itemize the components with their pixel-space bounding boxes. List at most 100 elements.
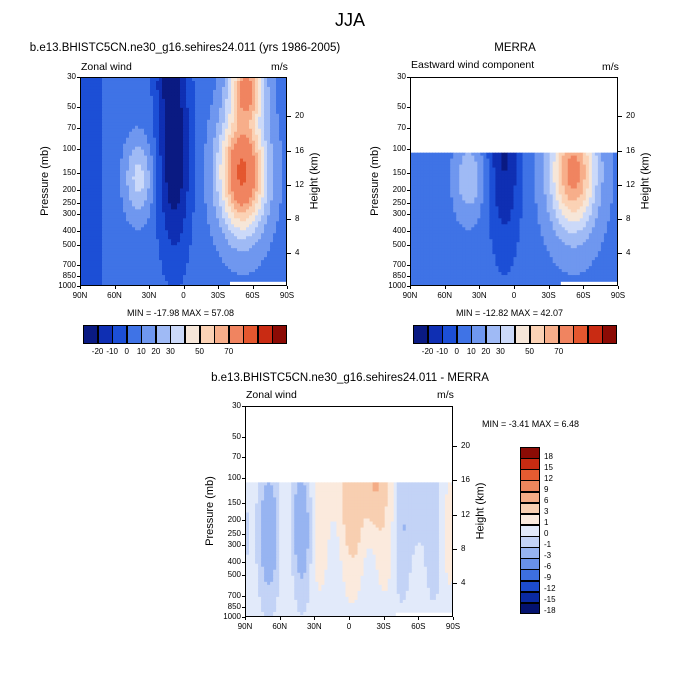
panel1-contour-cell	[129, 179, 133, 184]
panel1-contour-cell	[162, 263, 166, 267]
panel1-contour-cell	[210, 116, 214, 121]
panel1-contour-cell	[108, 137, 112, 142]
panel1-contour-cell	[225, 164, 229, 169]
panel1-contour-cell	[258, 242, 262, 246]
panel1-contour-cell	[117, 251, 121, 255]
panel1-contour-cell	[165, 260, 169, 264]
panel1-contour-cell	[180, 158, 184, 163]
panel1-contour-cell	[204, 215, 208, 219]
panel1-contour-cell	[132, 146, 136, 151]
panel1-contour-cell	[99, 221, 103, 225]
panel1-contour-cell	[207, 227, 211, 231]
panel1-contour-cell	[222, 182, 226, 187]
panel1-pressure-tick-mark	[77, 203, 80, 205]
panel1-contour-cell	[228, 152, 232, 157]
panel1-contour-cell	[108, 89, 112, 94]
panel1-contour-cell	[177, 113, 181, 118]
panel1-contour-cell	[285, 263, 286, 267]
panel1-contour-cell	[84, 236, 88, 240]
panel1-contour-cell	[135, 173, 139, 178]
panel1-contour-cell	[285, 78, 286, 82]
panel1-contour-cell	[261, 146, 265, 151]
panel1-contour-cell	[117, 215, 121, 219]
panel1-contour-cell	[201, 158, 205, 163]
panel1-contour-cell	[141, 191, 145, 196]
panel1-contour-cell	[210, 203, 214, 207]
panel1-contour-cell	[102, 230, 106, 234]
panel1-contour-cell	[261, 188, 265, 193]
panel1-contour-cell	[150, 131, 154, 136]
panel1-contour-cell	[237, 134, 241, 139]
panel1-contour-cell	[285, 200, 286, 204]
panel1-contour-cell	[198, 266, 202, 270]
panel1-contour-cell	[222, 188, 226, 193]
panel1-contour-cell	[234, 230, 238, 234]
panel1-contour-cell	[135, 83, 139, 88]
panel1-contour-cell	[150, 170, 154, 175]
panel1-contour-cell	[144, 164, 148, 169]
panel1-contour-cell	[129, 143, 133, 148]
panel1-contour-cell	[87, 281, 91, 285]
panel2-contour-cell	[420, 152, 424, 157]
panel1-contour-cell	[141, 203, 145, 207]
panel1-contour-cell	[276, 212, 280, 216]
panel1-contour-cell	[144, 78, 148, 82]
panel1-contour-cell	[135, 269, 139, 273]
panel1-contour-cell	[99, 278, 103, 282]
panel1-contour-cell	[201, 251, 205, 255]
panel1-contour-cell	[234, 140, 238, 145]
panel1-contour-cell	[132, 212, 136, 216]
panel1-contour-cell	[183, 206, 187, 210]
panel1-contour-cell	[156, 131, 160, 136]
panel1-contour-cell	[171, 251, 175, 255]
panel1-contour-cell	[270, 179, 274, 184]
panel1-contour-cell	[186, 194, 190, 199]
panel1-contour-cell	[108, 194, 112, 199]
panel1-contour-cell	[192, 200, 196, 204]
panel1-contour-cell	[183, 260, 187, 264]
panel1-contour-cell	[255, 170, 259, 175]
panel1-contour-cell	[273, 83, 277, 88]
panel1-contour-cell	[228, 170, 232, 175]
panel1-contour-cell	[153, 122, 157, 127]
panel1-contour-cell	[252, 107, 256, 112]
panel1-contour-cell	[123, 92, 127, 97]
panel1-contour-cell	[207, 110, 211, 115]
panel1-contour-cell	[267, 203, 271, 207]
panel1-contour-cell	[207, 173, 211, 178]
panel1-contour-cell	[174, 86, 178, 91]
panel1-contour-cell	[177, 152, 181, 157]
panel1-contour-cell	[174, 278, 178, 282]
panel1-contour-cell	[147, 218, 151, 222]
panel1-contour-cell	[216, 134, 220, 139]
panel1-contour-cell	[276, 251, 280, 255]
panel1-contour-cell	[243, 78, 247, 82]
panel1-contour-cell	[276, 227, 280, 231]
panel1-contour-cell	[252, 152, 256, 157]
panel1-contour-cell	[93, 146, 97, 151]
panel1-contour-cell	[93, 140, 97, 145]
panel1-contour-cell	[87, 83, 91, 88]
panel1-contour-cell	[99, 191, 103, 196]
panel1-contour-cell	[189, 167, 193, 172]
panel1-contour-cell	[249, 140, 253, 145]
panel1-contour-cell	[246, 209, 250, 213]
panel1-contour-cell	[84, 263, 88, 267]
panel1-pressure-tick-mark	[77, 77, 80, 78]
panel1-contour-cell	[183, 272, 187, 276]
panel1-contour-cell	[105, 170, 109, 175]
panel1-contour-cell	[114, 158, 118, 163]
panel1-contour-cell	[213, 275, 217, 279]
panel1-contour-cell	[210, 200, 214, 204]
panel2-contour-cell	[495, 152, 500, 157]
panel1-contour-cell	[189, 236, 193, 240]
panel1-contour-cell	[171, 281, 175, 285]
panel1-contour-cell	[189, 224, 193, 228]
panel1-contour-cell	[282, 107, 286, 112]
panel1-contour-cell	[117, 173, 121, 178]
panel1-contour-cell	[93, 143, 97, 148]
panel1-contour-cell	[285, 122, 286, 127]
panel1-contour-cell	[159, 101, 163, 106]
panel1-contour-cell	[255, 245, 259, 249]
panel1-contour-cell	[114, 254, 118, 258]
